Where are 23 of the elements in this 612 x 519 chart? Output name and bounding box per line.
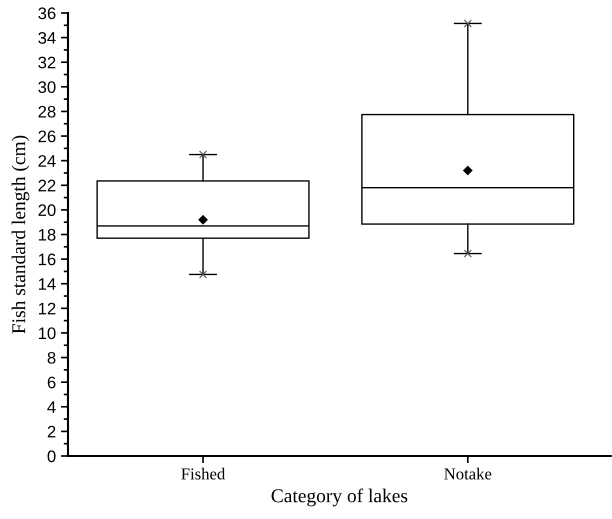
y-tick-label: 28 [38,106,56,118]
y-tick-label: 12 [38,302,56,314]
y-tick-label: 2 [48,426,56,438]
y-tick-label: 14 [38,278,56,290]
y-tick-label: 36 [38,7,56,20]
y-tick-label: 32 [38,56,56,68]
y-tick-label: 10 [38,327,56,340]
y-tick-label: 8 [48,352,56,364]
x-axis-title: Category of lakes [272,488,408,506]
y-tick-label: 20 [38,204,56,216]
y-tick-label: 26 [38,130,56,142]
x-tick-label: Notake [444,468,492,480]
y-tick-label: 34 [38,32,56,44]
y-axis-title: Fish standard length (cm) [12,136,30,334]
y-tick-label: 4 [47,401,56,413]
y-tick-label: 30 [38,81,56,94]
y-tick-label: 0 [48,450,56,462]
y-tick-label: 18 [38,228,56,241]
x-tick-label: Fished [181,468,226,480]
y-tick-label: 6 [48,376,56,388]
y-tick-label: 24 [38,155,56,167]
y-tick-label: 22 [38,180,56,192]
y-tick-label: 16 [38,254,56,266]
